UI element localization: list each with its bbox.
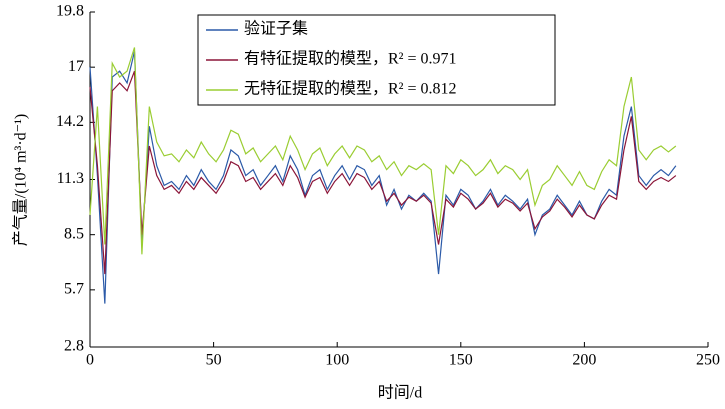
y-axis-label: 产气量/(10⁴ m³·d⁻¹) — [12, 114, 30, 247]
series-line — [89, 70, 677, 275]
legend-label: 无特征提取的模型，R² = 0.812 — [244, 80, 457, 98]
y-tick-label: 19.8 — [56, 3, 84, 20]
x-tick-label: 250 — [696, 352, 720, 369]
y-tick-label: 5.7 — [64, 281, 84, 298]
legend-label: 有特征提取的模型，R² = 0.971 — [244, 50, 457, 68]
x-tick-label: 0 — [86, 352, 94, 369]
y-tick-label: 8.5 — [64, 225, 84, 242]
series-line — [89, 47, 677, 255]
x-tick-label: 200 — [572, 352, 596, 369]
x-axis-label: 时间/d — [378, 384, 422, 402]
y-tick-label: 2.8 — [64, 338, 84, 355]
x-tick-label: 150 — [449, 352, 473, 369]
y-tick-label: 11.3 — [57, 170, 84, 187]
legend-label: 验证子集 — [244, 20, 308, 38]
x-tick-label: 100 — [325, 352, 349, 369]
x-tick-label: 50 — [206, 352, 222, 369]
y-tick-label: 17 — [68, 58, 84, 75]
legend-box — [197, 14, 556, 106]
y-tick-label: 14.2 — [56, 113, 84, 130]
